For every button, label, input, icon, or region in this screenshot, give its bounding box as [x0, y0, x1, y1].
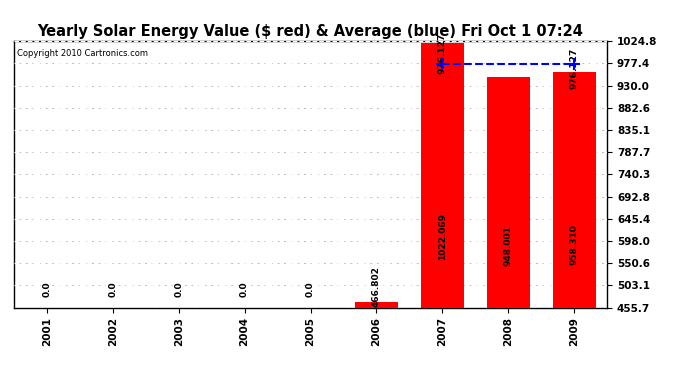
- Text: Copyright 2010 Cartronics.com: Copyright 2010 Cartronics.com: [17, 49, 148, 58]
- Text: 948.001: 948.001: [504, 225, 513, 266]
- Text: 0.0: 0.0: [108, 281, 117, 297]
- Text: 466.802: 466.802: [372, 266, 381, 307]
- Bar: [553, 72, 595, 308]
- Title: Yearly Solar Energy Value ($ red) & Average (blue) Fri Oct 1 07:24: Yearly Solar Energy Value ($ red) & Aver…: [37, 24, 584, 39]
- Text: 1022.069: 1022.069: [438, 213, 447, 260]
- Text: 976.127: 976.127: [438, 33, 447, 74]
- Text: 0.0: 0.0: [174, 281, 183, 297]
- Text: 958.310: 958.310: [570, 224, 579, 265]
- Text: 0.0: 0.0: [306, 281, 315, 297]
- Bar: [487, 77, 530, 308]
- Bar: [421, 42, 464, 308]
- Text: 976.127: 976.127: [570, 48, 579, 89]
- Text: 0.0: 0.0: [240, 281, 249, 297]
- Bar: [355, 302, 398, 307]
- Text: 0.0: 0.0: [42, 281, 51, 297]
